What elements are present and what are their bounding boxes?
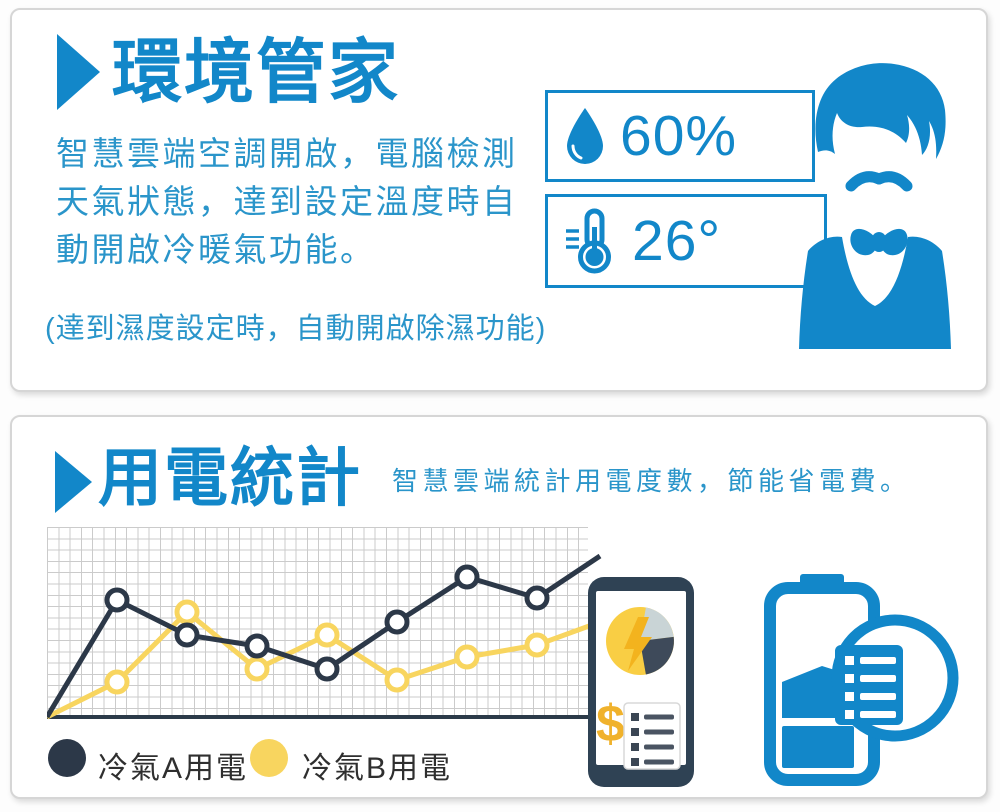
checklist-icon [623, 702, 681, 770]
battery-report-icon [764, 574, 959, 786]
phone-usage-app-icon: $ [588, 577, 694, 787]
humidity-stat-box: 60% [545, 90, 815, 182]
humidity-value: 60% [620, 104, 738, 168]
panel1-title: 環境管家 [112, 33, 400, 111]
dollar-icon: $ [596, 695, 625, 753]
section-arrow-icon [57, 34, 100, 110]
butler-hair [815, 63, 946, 159]
panel1-note: (達到濕度設定時，自動開啟除濕功能) [45, 313, 547, 345]
legend-dot-series-a [48, 739, 86, 777]
panel2-title: 用電統計 [98, 442, 362, 514]
chart-grid [47, 527, 588, 719]
butler-vest [799, 236, 951, 349]
butler-bowtie [880, 228, 908, 256]
legend-dot-series-b [250, 739, 288, 777]
environment-butler-panel: 環境管家 智慧雲端空調開啟，電腦檢測 天氣狀態，達到設定溫度時自 動開啟冷暖氣功… [10, 8, 988, 392]
butler-mustache [873, 171, 913, 192]
temperature-stat-box: 26° [545, 194, 827, 288]
water-drop-icon [567, 108, 603, 164]
butler-bowtie [850, 228, 878, 256]
butler-avatar [799, 63, 951, 349]
report-document-icon [835, 645, 903, 725]
lightning-icon [624, 617, 652, 671]
legend-label-series-a: 冷氣A用電 [98, 752, 249, 785]
section-arrow-icon [55, 451, 92, 513]
battery-charge-level [782, 726, 854, 768]
panel2-subtitle: 智慧雲端統計用電度數，節能省電費。 [392, 466, 911, 496]
pie-chart-icon [606, 607, 674, 675]
power-statistics-panel: 用電統計 智慧雲端統計用電度數，節能省電費。 冷氣A用電 冷氣B用電 $ [10, 415, 988, 799]
legend-label-series-b: 冷氣B用電 [302, 752, 453, 785]
thermometer-icon [566, 208, 611, 274]
temperature-value: 26° [632, 209, 722, 273]
panel1-description: 智慧雲端空調開啟，電腦檢測 天氣狀態，達到設定溫度時自 動開啟冷暖氣功能。 [56, 135, 518, 268]
